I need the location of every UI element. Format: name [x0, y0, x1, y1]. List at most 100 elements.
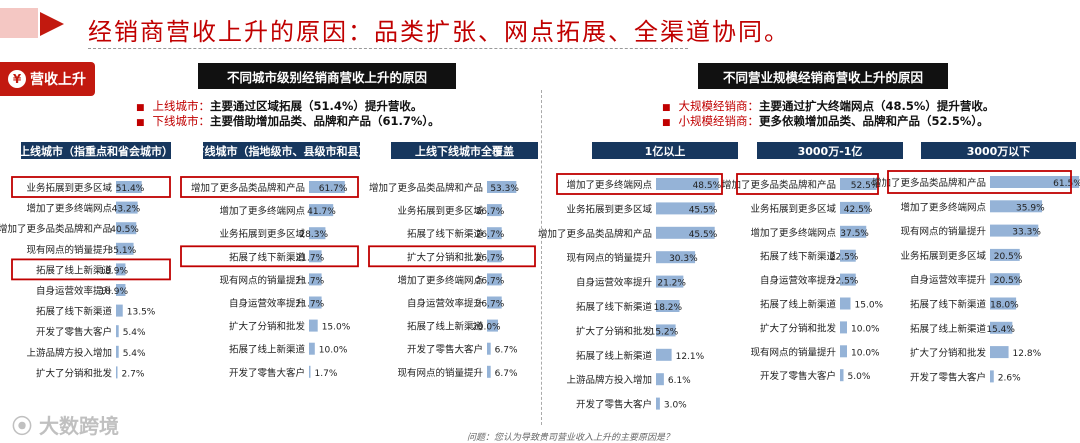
data-label: 10.0%	[851, 324, 880, 334]
category-label: 现有网点的销量提升	[219, 274, 305, 286]
bar	[487, 181, 517, 193]
data-label: 51.4%	[116, 184, 145, 194]
data-label: 5.0%	[848, 372, 871, 382]
category-label: 自身运营效率提升	[910, 274, 987, 286]
data-label: 35.1%	[108, 246, 137, 256]
bar	[487, 273, 502, 286]
bar	[116, 345, 119, 358]
highlight-box	[368, 245, 536, 268]
bar	[487, 227, 502, 240]
bar	[309, 181, 345, 193]
data-label: 3.0%	[664, 401, 687, 411]
bar	[116, 304, 123, 317]
category-label: 增加了更多终端网点	[397, 274, 483, 286]
category-label: 拓展了线下新渠道	[760, 251, 837, 263]
category-label: 增加了更多终端网点	[900, 201, 986, 213]
data-label: 15.0%	[322, 323, 351, 333]
category-label: 开发了零售大客户	[407, 344, 483, 356]
bar	[309, 296, 322, 309]
bar	[116, 263, 126, 276]
category-label: 自身运营效率提升	[576, 277, 653, 289]
category-label: 增加了更多终端网点	[750, 227, 836, 239]
category-label: 扩大了分销和批发	[36, 367, 113, 379]
bar	[656, 300, 680, 312]
data-label: 53.3%	[490, 184, 519, 194]
bar	[309, 319, 318, 332]
bullet-icon: ■	[662, 103, 671, 113]
bar	[840, 369, 844, 382]
data-label: 20.0%	[472, 323, 501, 333]
category-label: 拓展了线上新渠道	[910, 323, 987, 335]
title-arrow-logo	[0, 8, 64, 38]
category-label: 开发了零售大客户	[760, 370, 836, 382]
data-label: 6.1%	[668, 376, 691, 386]
category-label: 业务拓展到更多区域	[750, 203, 836, 215]
data-label: 1.7%	[315, 369, 338, 379]
data-label: 26.7%	[476, 207, 505, 217]
data-label: 10.0%	[851, 348, 880, 358]
note-key: 上线城市：	[152, 99, 211, 113]
bar	[990, 321, 1013, 334]
category-label: 现有网点的销量提升	[750, 346, 836, 358]
brand-watermark: ⦿ 大数跨境	[12, 410, 119, 439]
category-label: 拓展了线下新渠道	[36, 306, 113, 318]
chart-header-upper-city: 上线城市（指重点和省会城市）	[19, 142, 173, 159]
data-label: 6.7%	[495, 346, 518, 356]
bar	[840, 225, 867, 238]
data-label: 18.9%	[99, 266, 128, 276]
data-label: 22.5%	[830, 253, 859, 263]
bar	[116, 222, 137, 235]
category-label: 上游品牌方投入增加	[26, 347, 112, 359]
category-label: 拓展了线上新渠道	[760, 299, 837, 311]
chart-header-all-city: 上线下线城市全覆盖	[391, 142, 538, 159]
bar	[990, 200, 1043, 213]
category-label: 开发了零售大客户	[910, 371, 986, 383]
category-label: 扩大了分销和批发	[576, 325, 653, 337]
data-label: 18.2%	[653, 303, 682, 313]
category-label: 上游品牌方投入增加	[566, 374, 652, 386]
data-label: 42.5%	[844, 205, 873, 215]
category-label: 自身运营效率提升	[760, 275, 837, 287]
bar	[656, 202, 715, 215]
category-label: 拓展了线下新渠道	[576, 301, 653, 313]
data-label: 20.5%	[994, 252, 1023, 262]
bar	[309, 273, 322, 286]
money-bag-icon: ¥	[8, 70, 26, 88]
note-scale-small: ■ 小规模经销商：更多依赖增加品类、品牌和产品（52.5%）。	[662, 113, 989, 129]
data-label: 5.4%	[123, 349, 146, 359]
data-label: 2.6%	[998, 373, 1021, 383]
note-key: 下线城市：	[152, 114, 211, 128]
category-label: 增加了更多品类品牌和产品	[872, 177, 986, 189]
highlight-box	[887, 170, 1072, 194]
data-label: 45.5%	[689, 230, 718, 240]
note-key: 小规模经销商：	[678, 114, 760, 128]
data-label: 21.7%	[296, 300, 325, 310]
category-label: 业务拓展到更多区域	[219, 228, 305, 240]
note-city-lower: ■ 下线城市：主要借助增加品类、品牌和产品（61.7%）。	[136, 113, 440, 129]
bar	[487, 204, 502, 217]
note-text: 主要通过区域拓展（51.4%）提升营收。	[210, 99, 423, 113]
data-label: 26.7%	[476, 230, 505, 240]
data-label: 28.3%	[299, 230, 328, 240]
bar	[116, 201, 138, 214]
data-label: 26.7%	[476, 300, 505, 310]
bar	[487, 296, 502, 309]
chart-header-lower-city: 下线城市（指地级市、县级市和县）	[194, 142, 370, 159]
bar	[990, 297, 1017, 310]
category-label: 拓展了线上新渠道	[36, 264, 113, 276]
bar	[840, 297, 851, 310]
bar	[840, 345, 847, 358]
bar	[116, 284, 126, 296]
note-text: 主要借助增加品类、品牌和产品（61.7%）。	[210, 114, 440, 128]
data-label: 13.5%	[127, 308, 156, 318]
group-title-scale: 不同营业规模经销商营收上升的原因	[698, 63, 948, 89]
note-text: 更多依赖增加品类、品牌和产品（52.5%）。	[759, 114, 989, 128]
category-label: 现有网点的销量提升	[397, 367, 483, 379]
category-label: 业务拓展到更多区域	[900, 250, 986, 262]
bar	[116, 181, 142, 193]
category-label: 现有网点的销量提升	[26, 244, 112, 256]
data-label: 45.5%	[689, 205, 718, 215]
note-text: 主要通过扩大终端网点（48.5%）提升营收。	[759, 99, 995, 113]
bar	[656, 251, 696, 264]
bar	[116, 325, 119, 338]
